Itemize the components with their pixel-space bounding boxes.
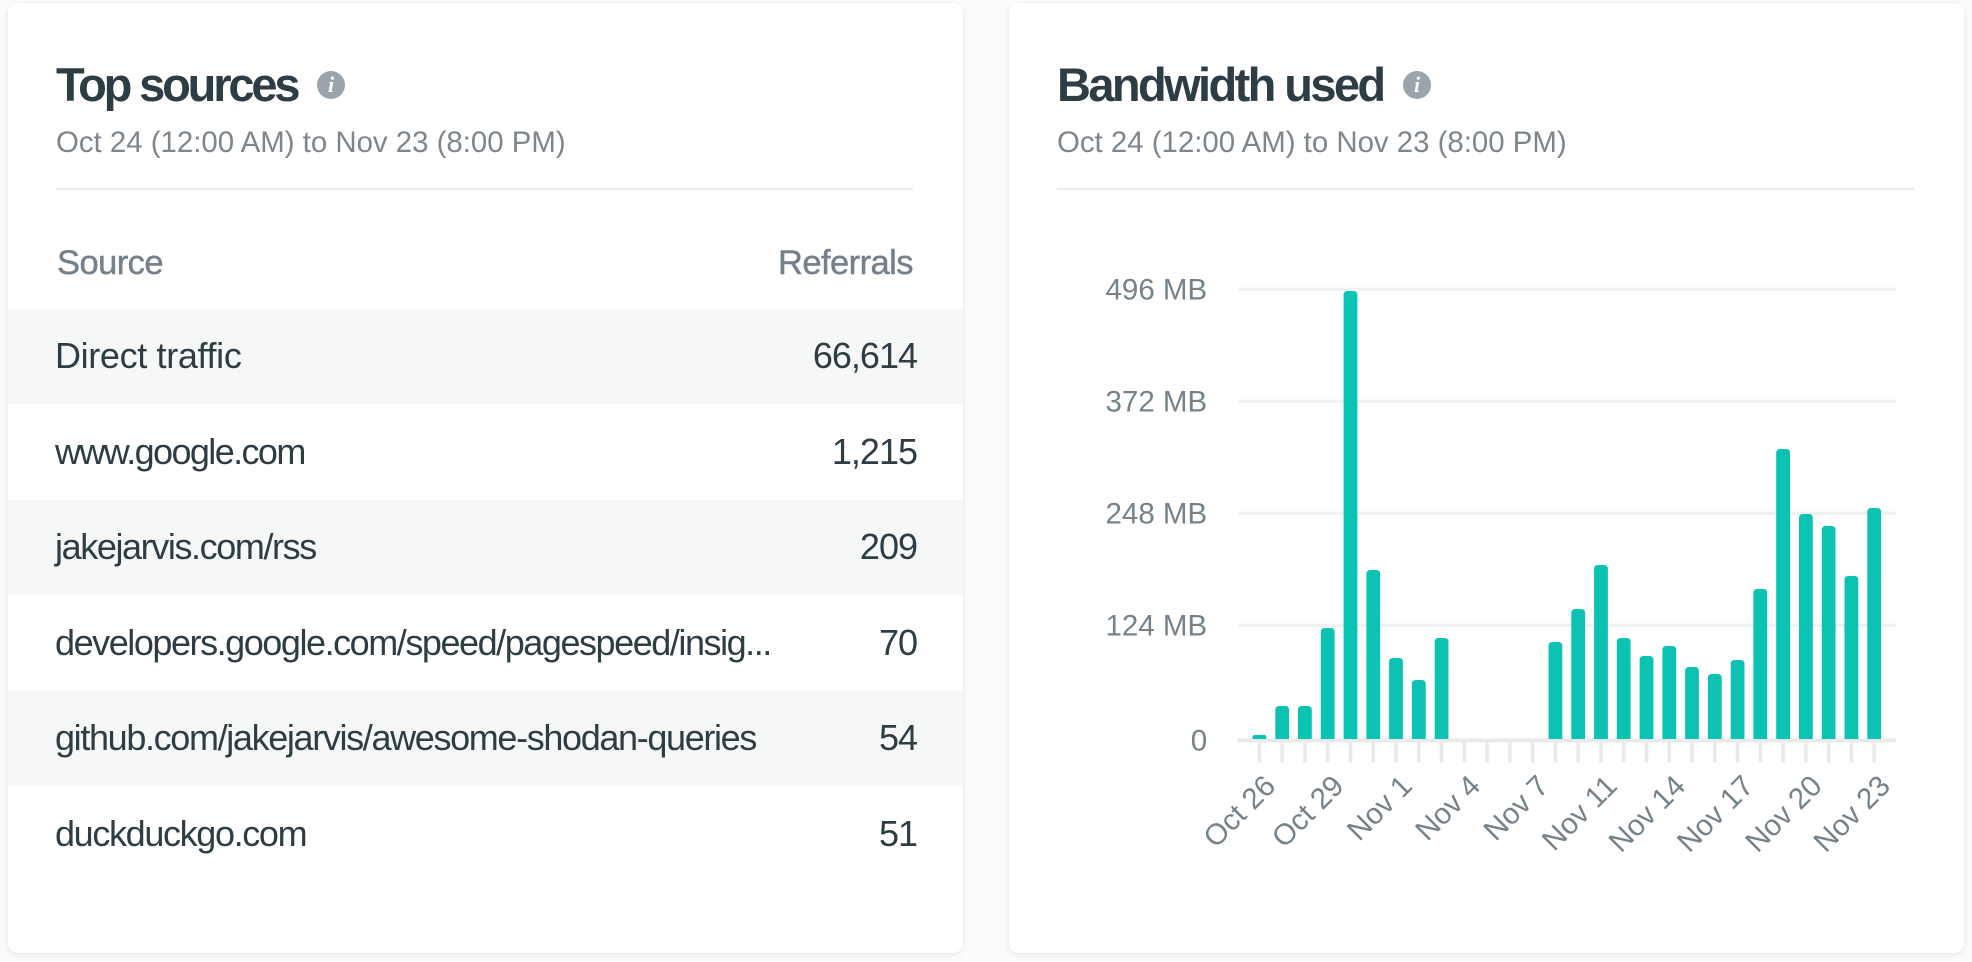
- svg-text:496 MB: 496 MB: [1106, 274, 1208, 307]
- svg-text:Nov 14: Nov 14: [1603, 769, 1692, 858]
- svg-text:Nov 4: Nov 4: [1409, 769, 1487, 847]
- svg-text:Oct 26: Oct 26: [1197, 769, 1282, 854]
- svg-text:0: 0: [1191, 725, 1207, 758]
- svg-text:124 MB: 124 MB: [1106, 610, 1208, 643]
- svg-text:248 MB: 248 MB: [1106, 498, 1208, 531]
- svg-text:Oct 29: Oct 29: [1266, 769, 1351, 854]
- svg-text:Nov 1: Nov 1: [1341, 769, 1419, 847]
- svg-text:Nov 20: Nov 20: [1739, 769, 1828, 858]
- svg-text:Nov 17: Nov 17: [1671, 769, 1760, 858]
- svg-text:Nov 23: Nov 23: [1807, 769, 1896, 858]
- svg-text:372 MB: 372 MB: [1106, 386, 1208, 419]
